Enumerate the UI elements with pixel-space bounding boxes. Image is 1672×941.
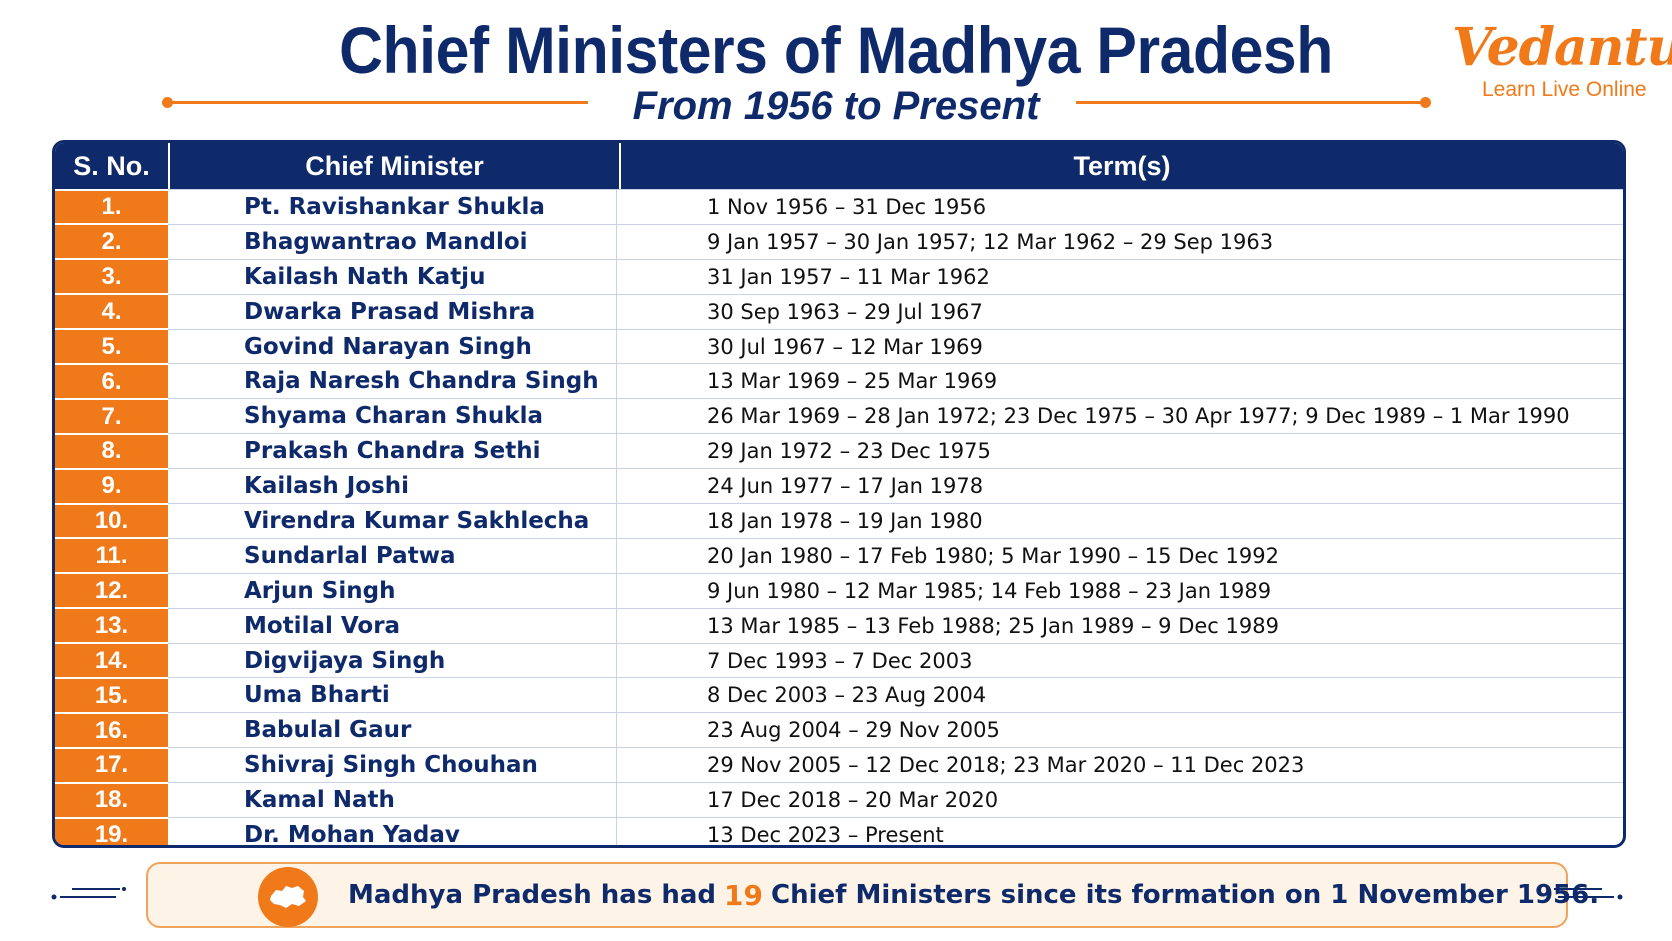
row-terms: 26 Mar 1969 – 28 Jan 1972; 23 Dec 1975 –… [707,404,1570,429]
row-chief-minister-name: Govind Narayan Singh [168,329,617,364]
row-serial-number: 19. [55,816,168,845]
subtitle-rule-left [168,101,588,104]
page-title: Chief Ministers of Madhya Pradesh [339,13,1333,87]
column-header-sno: S. No. [55,143,170,189]
footer-deco-right [1544,883,1624,907]
table-row: 16. Babulal Gaur 23 Aug 2004 – 29 Nov 2005 [55,711,1623,748]
subtitle-rule-left-dot [162,97,173,108]
footer-deco-left [50,883,130,907]
summary-text: Madhya Pradesh has had 19 Chief Minister… [348,864,1599,926]
row-chief-minister-name: Bhagwantrao Mandloi [168,224,617,259]
row-terms: 20 Jan 1980 – 17 Feb 1980; 5 Mar 1990 – … [707,543,1279,568]
table-row: 7. Shyama Charan Shukla 26 Mar 1969 – 28 J… [55,397,1623,434]
vedantu-logo: Vedantu Learn Live Online [1452,18,1672,102]
row-chief-minister-name: Shyama Charan Shukla [168,399,617,434]
row-chief-minister-name: Digvijaya Singh [168,643,617,678]
table-row: 6. Raja Naresh Chandra Singh 13 Mar 1969 –… [55,362,1623,399]
table-row: 2. Bhagwantrao Mandloi 9 Jan 1957 – 30 Jan… [55,223,1623,259]
row-terms: 29 Jan 1972 – 23 Dec 1975 [707,439,991,464]
logo-tagline: Learn Live Online [1482,78,1647,101]
row-serial-number: 1. [55,188,168,224]
row-chief-minister-name: Shivraj Singh Chouhan [168,748,617,783]
row-chief-minister-name: Sundarlal Patwa [168,538,617,573]
row-terms: 30 Jul 1967 – 12 Mar 1969 [707,334,983,359]
row-chief-minister-name: Dr. Mohan Yadav [168,818,617,845]
table-row: 9. Kailash Joshi 24 Jun 1977 – 17 Jan 1978 [55,467,1623,504]
row-terms: 17 Dec 2018 – 20 Mar 2020 [707,788,999,813]
table-body: 1. Pt. Ravishankar Shukla 1 Nov 1956 – 31 … [55,188,1623,847]
table-row: 18. Kamal Nath 17 Dec 2018 – 20 Mar 2020 [55,781,1623,818]
table-row: 3. Kailash Nath Katju 31 Jan 1957 – 11 Mar… [55,258,1623,294]
row-serial-number: 7. [55,397,168,434]
table-row: 19. Dr. Mohan Yadav 13 Dec 2023 – Present [55,816,1623,847]
table-row: 12. Arjun Singh 9 Jun 1980 – 12 Mar 1985; … [55,572,1623,608]
table-row: 13. Motilal Vora 13 Mar 1985 – 13 Feb 1988… [55,607,1623,643]
summary-text-before: Madhya Pradesh has had [348,880,717,910]
table-row: 14. Digvijaya Singh 7 Dec 1993 – 7 Dec 200… [55,642,1623,678]
row-terms: 1 Nov 1956 – 31 Dec 1956 [707,194,987,219]
row-serial-number: 18. [55,781,168,818]
row-terms: 18 Jan 1978 – 19 Jan 1980 [707,508,983,533]
table-row: 4. Dwarka Prasad Mishra 30 Sep 1963 – 29 J… [55,293,1623,329]
row-terms: 13 Mar 1969 – 25 Mar 1969 [707,369,998,394]
page-subtitle: From 1956 to Present [632,84,1040,128]
summary-text-after: Chief Ministers since its formation on 1… [771,880,1600,910]
row-serial-number: 8. [55,432,168,469]
row-chief-minister-name: Kailash Nath Katju [168,259,617,294]
row-chief-minister-name: Kamal Nath [168,783,617,818]
row-chief-minister-name: Uma Bharti [168,678,617,713]
row-chief-minister-name: Raja Naresh Chandra Singh [168,364,617,399]
row-chief-minister-name: Prakash Chandra Sethi [168,434,617,469]
table-row: 11. Sundarlal Patwa 20 Jan 1980 – 17 Feb 1… [55,537,1623,573]
row-chief-minister-name: Kailash Joshi [168,469,617,504]
row-serial-number: 14. [55,642,168,678]
column-header-chief-minister: Chief Minister [170,143,621,189]
logo-brand: Vedantu [1452,17,1672,78]
table-row: 17. Shivraj Singh Chouhan 29 Nov 2005 – 12… [55,746,1623,783]
row-chief-minister-name: Arjun Singh [168,573,617,608]
chief-ministers-table: S. No. Chief Minister Term(s) 1. Pt. Ravi… [52,140,1626,848]
row-serial-number: 17. [55,746,168,783]
row-terms: 13 Dec 2023 – Present [707,822,944,847]
row-chief-minister-name: Dwarka Prasad Mishra [168,294,617,329]
row-serial-number: 10. [55,502,168,538]
subtitle-rule-right [1076,101,1426,104]
row-terms: 30 Sep 1963 – 29 Jul 1967 [707,299,983,324]
row-serial-number: 11. [55,537,168,573]
table-row: 1. Pt. Ravishankar Shukla 1 Nov 1956 – 31 … [55,188,1623,224]
row-serial-number: 3. [55,258,168,294]
row-serial-number: 6. [55,362,168,399]
row-terms: 8 Dec 2003 – 23 Aug 2004 [707,683,987,708]
row-serial-number: 5. [55,328,168,364]
row-chief-minister-name: Babulal Gaur [168,713,617,748]
row-terms: 7 Dec 1993 – 7 Dec 2003 [707,648,973,673]
row-terms: 9 Jun 1980 – 12 Mar 1985; 14 Feb 1988 – … [707,578,1272,603]
row-serial-number: 16. [55,711,168,748]
row-serial-number: 9. [55,467,168,504]
madhya-pradesh-map-icon [258,867,318,927]
table-header: S. No. Chief Minister Term(s) [55,143,1623,189]
row-terms: 9 Jan 1957 – 30 Jan 1957; 12 Mar 1962 – … [707,229,1274,254]
row-terms: 31 Jan 1957 – 11 Mar 1962 [707,264,990,289]
table-row: 8. Prakash Chandra Sethi 29 Jan 1972 – 23 … [55,432,1623,469]
table-row: 5. Govind Narayan Singh 30 Jul 1967 – 12 M… [55,328,1623,364]
row-terms: 23 Aug 2004 – 29 Nov 2005 [707,718,1000,743]
row-terms: 24 Jun 1977 – 17 Jan 1978 [707,474,984,499]
row-serial-number: 4. [55,293,168,329]
row-chief-minister-name: Pt. Ravishankar Shukla [168,190,617,224]
row-serial-number: 2. [55,223,168,259]
row-chief-minister-name: Motilal Vora [168,608,617,643]
summary-banner: Madhya Pradesh has had 19 Chief Minister… [146,862,1599,928]
column-header-terms: Term(s) [1073,150,1171,181]
table-row: 15. Uma Bharti 8 Dec 2003 – 23 Aug 2004 [55,676,1623,713]
subtitle-rule-right-dot [1420,97,1431,108]
table-row: 10. Virendra Kumar Sakhlecha 18 Jan 1978 –… [55,502,1623,538]
row-serial-number: 15. [55,676,168,713]
row-terms: 13 Mar 1985 – 13 Feb 1988; 25 Jan 1989 –… [707,613,1279,638]
row-serial-number: 13. [55,607,168,643]
row-chief-minister-name: Virendra Kumar Sakhlecha [168,504,617,538]
summary-count: 19 [724,878,764,912]
row-serial-number: 12. [55,572,168,608]
row-terms: 29 Nov 2005 – 12 Dec 2018; 23 Mar 2020 –… [707,753,1305,778]
